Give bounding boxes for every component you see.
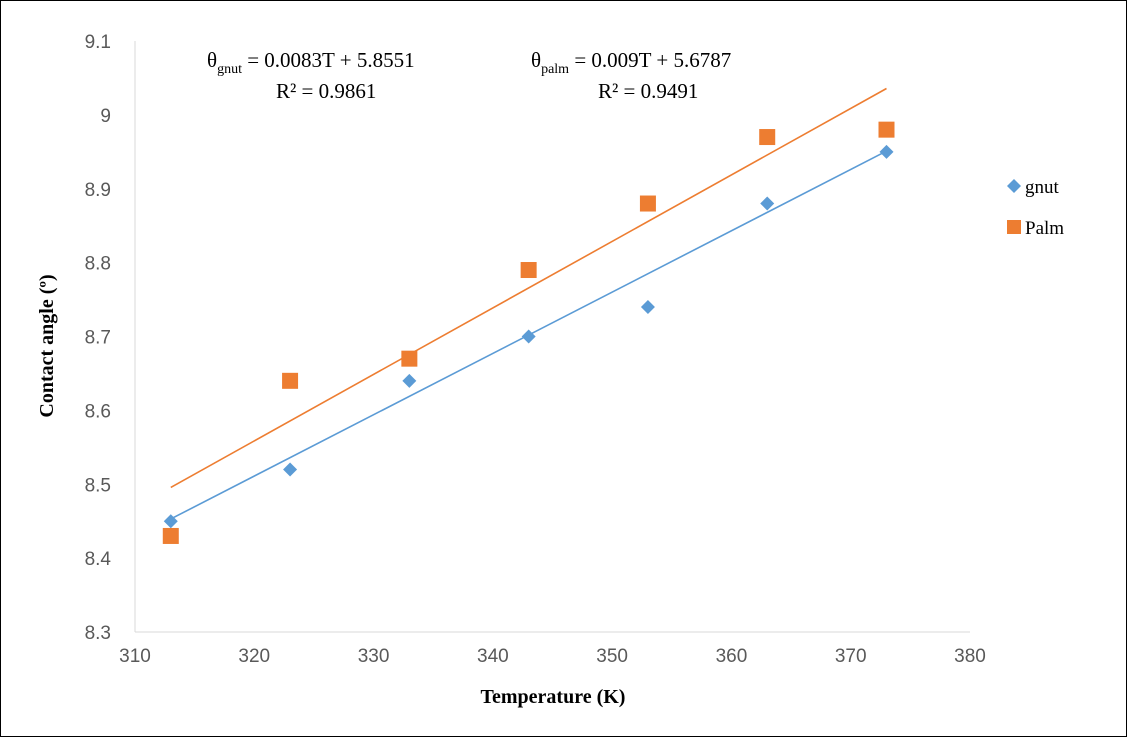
y-tick-label: 8.7 (85, 328, 111, 349)
data-point-gnut (402, 373, 417, 388)
axes: 310 320 330 340 350 360 370 380 8.3 8.4 8.5 8.6 8.7 8… (85, 32, 986, 667)
gnut-r2-label: R² = 0.9861 (276, 79, 376, 103)
y-tick-label: 8.4 (85, 549, 112, 570)
x-tick-label: 340 (477, 646, 509, 667)
legend-marker-gnut (1007, 179, 1021, 193)
data-point-palm (878, 121, 895, 138)
y-tick-label: 9.1 (85, 32, 111, 53)
legend-marker-palm (1007, 220, 1021, 234)
y-tick-label: 9 (100, 106, 111, 127)
trendline-palm (170, 87, 887, 489)
x-tick-label: 370 (835, 646, 867, 667)
y-tick-label: 8.3 (85, 623, 111, 644)
data-point-palm (162, 527, 179, 544)
data-point-gnut (521, 329, 536, 344)
data-point-palm (639, 195, 656, 212)
y-tick-label: 8.8 (85, 254, 111, 275)
data-markers (162, 121, 895, 544)
data-point-gnut (879, 144, 894, 159)
legend-label-gnut: gnut (1025, 177, 1060, 198)
data-point-palm (401, 350, 418, 367)
y-tick-label: 8.6 (85, 401, 111, 422)
data-point-palm (759, 129, 776, 146)
data-point-gnut (163, 514, 178, 529)
x-tick-label: 320 (238, 646, 270, 667)
x-tick-label: 330 (358, 646, 390, 667)
chart-text: Temperature (K) Contact angle (º) θgnut … (36, 48, 1064, 708)
x-axis-title: Temperature (K) (481, 686, 626, 708)
legend-label-palm: Palm (1025, 218, 1064, 239)
legend: gnut Palm (1007, 177, 1064, 239)
y-tick-label: 8.9 (85, 180, 111, 201)
data-point-palm (282, 372, 299, 389)
y-tick-label: 8.5 (85, 475, 111, 496)
x-tick-label: 310 (119, 646, 151, 667)
x-tick-label: 350 (596, 646, 628, 667)
data-point-palm (520, 262, 537, 279)
y-axis-title: Contact angle (º) (36, 274, 58, 417)
gnut-equation: θgnut = 0.0083T + 5.8551 (207, 48, 415, 77)
x-tick-label: 360 (716, 646, 748, 667)
palm-equation: θpalm = 0.009T + 5.6787 (531, 48, 731, 77)
data-point-gnut (640, 299, 655, 314)
x-tick-label: 380 (954, 646, 986, 667)
data-point-gnut (760, 196, 775, 211)
data-point-gnut (283, 462, 298, 477)
palm-r2-label: R² = 0.9491 (598, 79, 698, 103)
trendlines (170, 87, 887, 520)
